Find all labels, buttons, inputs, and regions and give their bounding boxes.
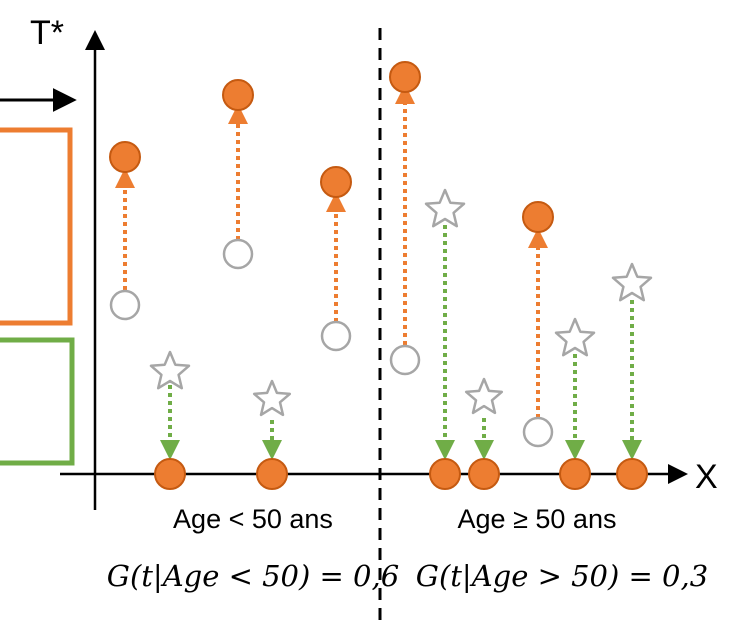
hollow-circles: [109, 238, 554, 448]
y-axis-label: T*: [30, 14, 64, 52]
axis-circle-5: [559, 458, 591, 490]
axis-circle-3: [429, 458, 461, 490]
legend-box-green: [0, 337, 75, 466]
hollow-circle-2: [222, 238, 254, 270]
star-icon: [424, 188, 466, 228]
group-label-right: Age ≥ 50 ans: [458, 504, 617, 534]
formula-left: G(t|Age < 50) = 0,6: [107, 559, 399, 593]
star-icon: [252, 379, 292, 417]
observed-circles: [109, 61, 554, 233]
observed-circle-3: [320, 166, 352, 198]
observed-circle-2: [222, 79, 254, 111]
group-label-left: Age < 50 ans: [173, 504, 333, 534]
hollow-circle-1: [109, 289, 141, 321]
hollow-circle-5: [522, 416, 554, 448]
star-icon: [149, 350, 191, 390]
formula-right: G(t|Age > 50) = 0,3: [416, 559, 708, 593]
star-icon: [554, 317, 596, 357]
axis-circle-6: [616, 458, 648, 490]
observed-circle-4: [389, 61, 421, 93]
observed-circle-1: [109, 141, 141, 173]
hollow-circle-3: [320, 320, 352, 352]
axis-circle-4: [468, 458, 500, 490]
observed-circle-5: [522, 201, 554, 233]
axis-circle-1: [154, 458, 186, 490]
legend-box-orange: [0, 127, 73, 326]
censored-arrows: [160, 225, 642, 460]
hollow-circle-4: [389, 344, 421, 376]
star-icon: [611, 262, 653, 302]
axis-circles: [154, 458, 648, 490]
x-axis-label: X: [695, 458, 718, 496]
star-icon: [464, 377, 504, 415]
axis-circle-2: [256, 458, 288, 490]
observed-arrows: [115, 84, 548, 418]
stars: [149, 188, 653, 417]
